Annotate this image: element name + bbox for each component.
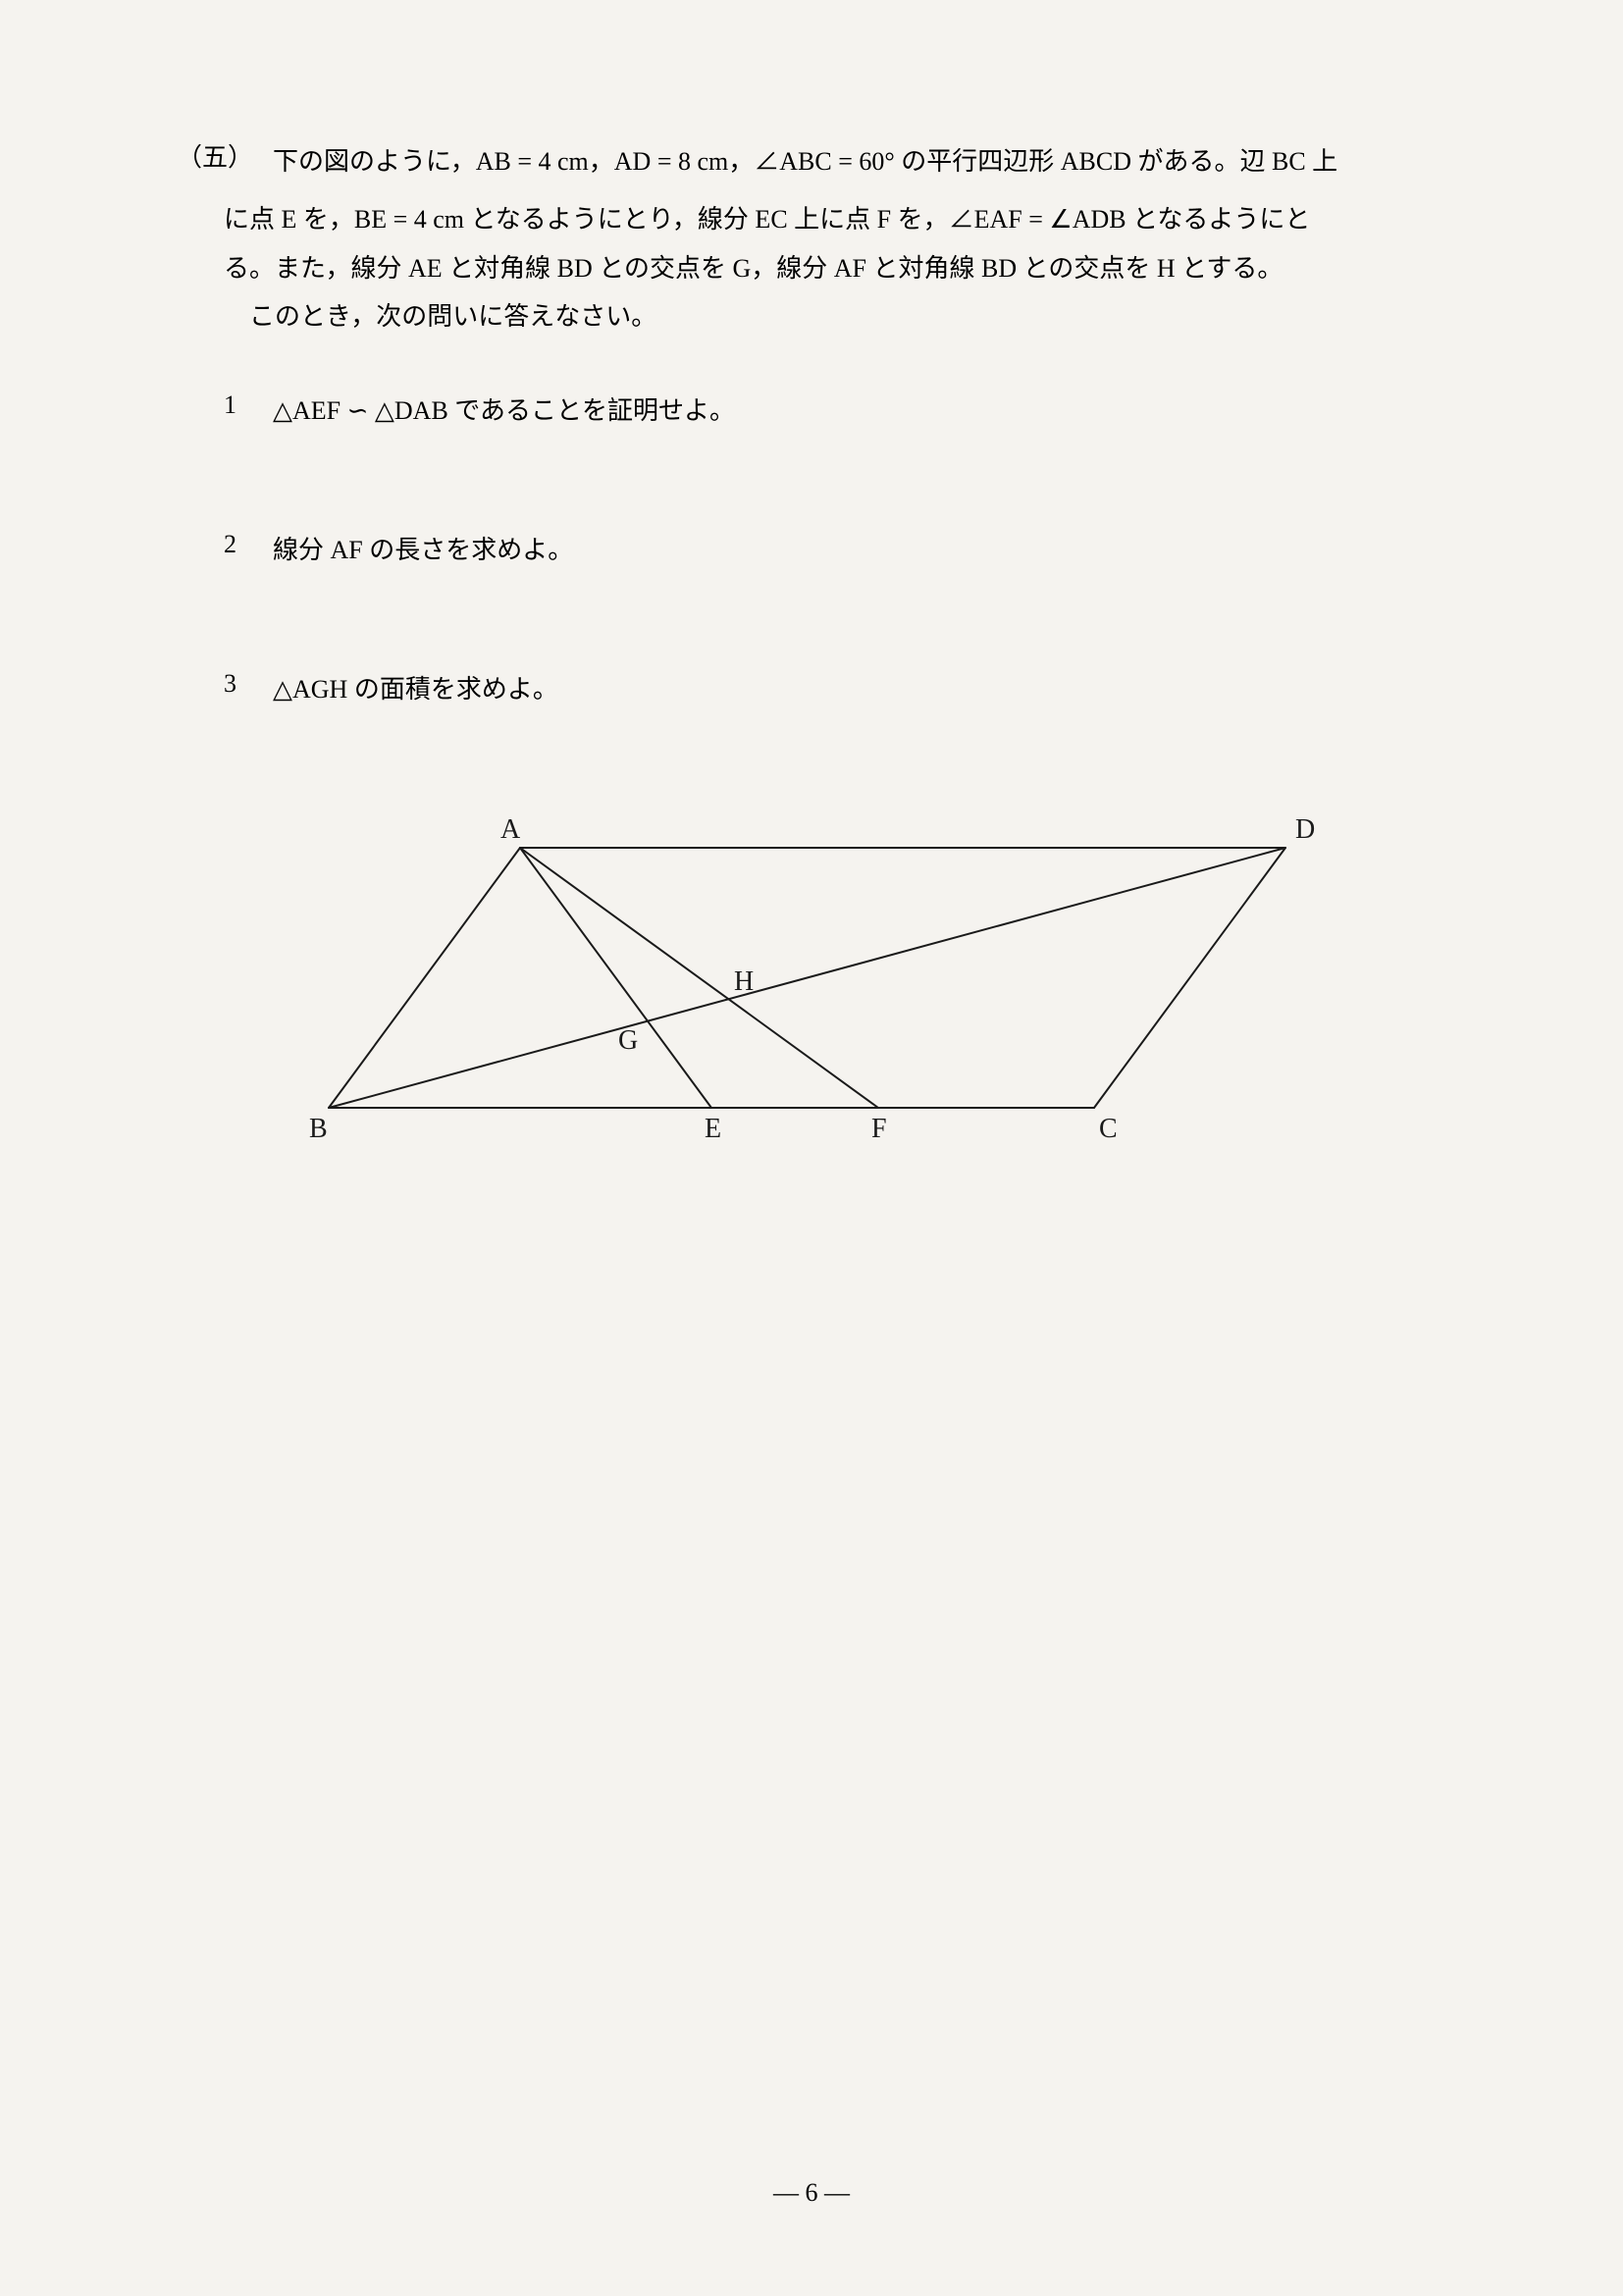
problem-line-1: 下の図のように，AB = 4 cm，AD = 8 cm，∠ABC = 60° の… [273,137,1337,185]
svg-text:H: H [734,966,754,997]
sub-question-1: 1 △AEF ∽ △DAB であることを証明せよ。 [224,391,1446,427]
svg-text:B: B [309,1114,328,1144]
sub-question-2-text: 線分 AF の長さを求めよ。 [273,530,1446,566]
problem-line-3: る。また，線分 AE と対角線 BD との交点を G，線分 AF と対角線 BD… [224,244,1446,292]
sub-questions: 1 △AEF ∽ △DAB であることを証明せよ。 2 線分 AF の長さを求め… [224,391,1446,705]
sub-question-1-text: △AEF ∽ △DAB であることを証明せよ。 [273,391,1446,427]
problem-line-4: このとき，次の問いに答えなさい。 [224,292,1446,340]
parallelogram-diagram: A D B C E F G H [265,809,1344,1162]
svg-text:C: C [1099,1114,1118,1144]
problem-line-2: に点 E を，BE = 4 cm となるようにとり，線分 EC 上に点 F を，… [224,195,1446,243]
page-footer: — 6 — [0,2178,1623,2208]
svg-text:G: G [618,1025,638,1056]
sub-question-3: 3 △AGH の面積を求めよ。 [224,669,1446,705]
svg-text:E: E [705,1114,721,1144]
problem-number: （五） [177,137,253,174]
svg-text:D: D [1295,814,1315,845]
sub-question-2-num: 2 [224,530,273,559]
svg-text:F: F [871,1114,887,1144]
sub-question-3-text: △AGH の面積を求めよ。 [273,669,1446,705]
problem-header: （五） 下の図のように，AB = 4 cm，AD = 8 cm，∠ABC = 6… [177,137,1446,185]
sub-question-2: 2 線分 AF の長さを求めよ。 [224,530,1446,566]
svg-text:A: A [500,814,521,845]
problem-body: に点 E を，BE = 4 cm となるようにとり，線分 EC 上に点 F を，… [224,195,1446,340]
geometry-figure: A D B C E F G H [265,809,1446,1162]
page-number: — 6 — [773,2178,850,2207]
sub-question-3-num: 3 [224,669,273,699]
sub-question-1-num: 1 [224,391,273,420]
